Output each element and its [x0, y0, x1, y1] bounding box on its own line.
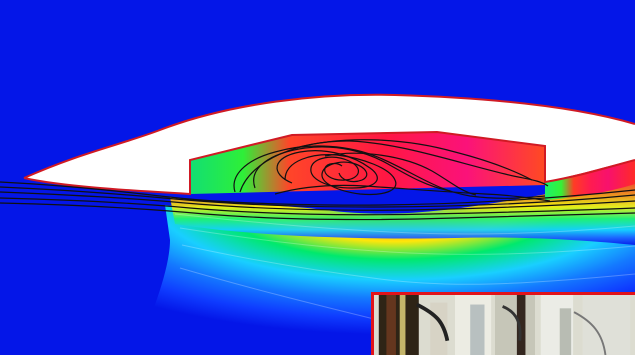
inset-photo [371, 292, 635, 355]
streamline [324, 152, 477, 196]
streamline [233, 145, 546, 199]
streamline [0, 181, 635, 206]
cavity-region [190, 132, 545, 194]
streamline [0, 191, 635, 211]
spiral-streamline [276, 150, 378, 189]
streamline [0, 202, 635, 221]
white-body-shape [24, 94, 635, 194]
streamline [0, 197, 635, 216]
streamline [0, 186, 635, 208]
cavity-outline [23, 130, 635, 196]
shear-layer-band [170, 176, 635, 245]
streamline [294, 139, 533, 181]
streamline [239, 140, 549, 193]
streamline-group [0, 139, 635, 221]
streamline [274, 184, 551, 202]
spiral-streamline [284, 154, 397, 196]
inset-photo-image [378, 295, 631, 355]
upper-outline [23, 93, 635, 179]
contour-banding [174, 213, 635, 332]
